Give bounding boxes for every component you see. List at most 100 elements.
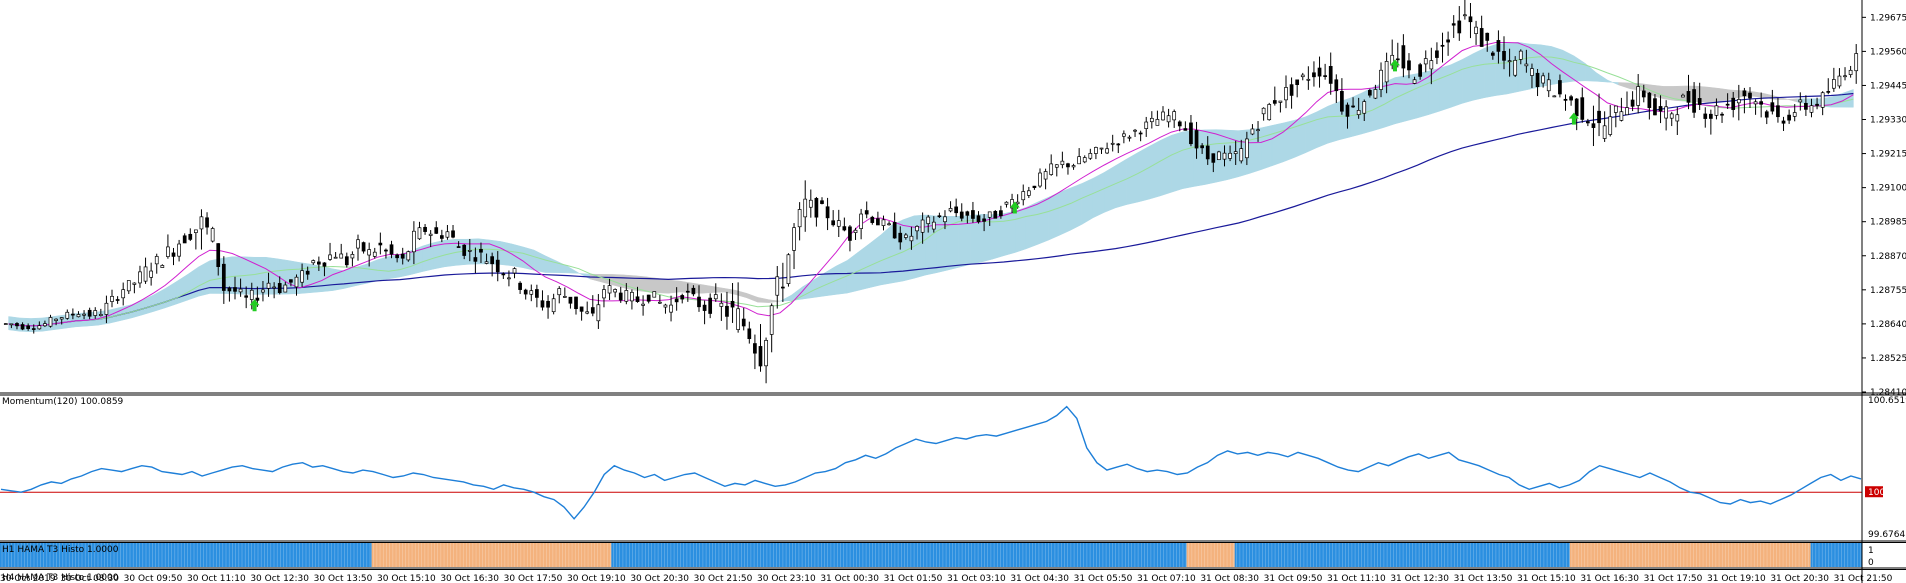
histo-segment bbox=[1186, 543, 1235, 567]
candle-body bbox=[915, 226, 919, 232]
candle-body bbox=[400, 253, 405, 259]
candle-body bbox=[1446, 39, 1450, 43]
candle-body bbox=[1395, 58, 1400, 61]
cloud-segment bbox=[1439, 64, 1452, 112]
candle-body bbox=[1681, 94, 1685, 98]
candle-body bbox=[512, 268, 517, 274]
candle-body bbox=[1619, 111, 1624, 121]
candle-body bbox=[1468, 16, 1473, 23]
time-tick-label: 30 Oct 2019 bbox=[0, 574, 56, 583]
candle-body bbox=[110, 295, 114, 302]
candle-body bbox=[1144, 121, 1149, 129]
cloud-segment bbox=[377, 256, 389, 282]
candle-body bbox=[350, 254, 355, 259]
cloud-segment bbox=[1171, 131, 1183, 193]
cloud-segment bbox=[1048, 191, 1060, 241]
candle-body bbox=[344, 256, 349, 266]
candle-body bbox=[300, 270, 304, 283]
candle-body bbox=[540, 300, 545, 308]
candle-body bbox=[76, 314, 81, 318]
candle-body bbox=[456, 246, 461, 248]
cloud-segment bbox=[1249, 127, 1262, 174]
candle-body bbox=[1049, 163, 1054, 175]
candle-body bbox=[227, 287, 232, 292]
histo-h1-pane[interactable]: H1 HAMA T3 Histo 1.0000 1 0 bbox=[0, 543, 1874, 568]
candle-body bbox=[428, 233, 433, 236]
candle-body bbox=[635, 296, 640, 303]
candle-body bbox=[372, 251, 377, 257]
candle-body bbox=[1245, 138, 1249, 159]
cloud-segment bbox=[388, 254, 401, 280]
momentum-line bbox=[0, 405, 1862, 520]
histo-h1-tick-0: 0 bbox=[1868, 558, 1874, 568]
cloud-segment bbox=[366, 259, 378, 284]
candle-body bbox=[289, 279, 293, 283]
time-tick-label: 30 Oct 15:10 bbox=[377, 574, 436, 583]
time-axis: 30 Oct 2019 30 Oct 08:30 30 Oct 09:50 30 Oc… bbox=[0, 574, 1893, 583]
momentum-label: Momentum(120) 100.0859 bbox=[2, 397, 124, 407]
time-tick-label: 31 Oct 04:30 bbox=[1010, 574, 1069, 583]
candle-body bbox=[1630, 99, 1635, 107]
cloud-segment bbox=[310, 263, 322, 293]
candle-body bbox=[859, 213, 863, 229]
candle-body bbox=[384, 249, 388, 252]
price-tick-label: 1.29330 bbox=[1870, 116, 1906, 126]
candle-body bbox=[1172, 111, 1177, 121]
candle-body bbox=[1451, 23, 1456, 26]
candle-body bbox=[1658, 106, 1663, 112]
histo-h1-tick-1: 1 bbox=[1868, 546, 1874, 556]
candle-body bbox=[272, 286, 276, 289]
candle-body bbox=[1602, 125, 1607, 139]
candle-body bbox=[1669, 113, 1674, 119]
histo-segment bbox=[1569, 543, 1811, 567]
candle-body bbox=[1054, 164, 1059, 168]
candle-body bbox=[1490, 52, 1495, 56]
candle-body bbox=[803, 198, 808, 218]
candle-body bbox=[658, 301, 662, 304]
candle-body bbox=[786, 254, 791, 285]
candle-body bbox=[182, 235, 187, 244]
time-tick-label: 30 Oct 17:50 bbox=[504, 574, 563, 583]
candle-body bbox=[641, 303, 645, 306]
momentum-tick-level: 100 bbox=[1868, 488, 1885, 498]
candle-body bbox=[1502, 50, 1506, 61]
candle-body bbox=[546, 300, 550, 308]
candle-body bbox=[1686, 91, 1691, 103]
candle-body bbox=[1412, 79, 1417, 84]
candle-body bbox=[1105, 148, 1109, 154]
time-tick-label: 31 Oct 08:30 bbox=[1200, 574, 1259, 583]
time-tick-label: 31 Oct 16:30 bbox=[1580, 574, 1639, 583]
candle-body bbox=[37, 325, 42, 330]
candle-body bbox=[132, 282, 137, 285]
cloud-segment bbox=[1707, 86, 1720, 103]
candle-body bbox=[1563, 98, 1568, 101]
candle-body bbox=[1379, 69, 1383, 90]
candle-body bbox=[1166, 115, 1171, 123]
candle-body bbox=[876, 218, 880, 226]
candle-body bbox=[1423, 58, 1428, 65]
candle-body bbox=[887, 223, 891, 226]
candle-body bbox=[1748, 92, 1752, 99]
histo-h1-bars bbox=[0, 543, 1862, 567]
price-tick-label: 1.29560 bbox=[1870, 47, 1906, 57]
candle-body bbox=[1597, 110, 1601, 124]
candle-body bbox=[1792, 112, 1797, 117]
candle-body bbox=[311, 260, 316, 264]
candle-body bbox=[1826, 91, 1831, 93]
candle-body bbox=[1194, 130, 1199, 149]
candle-body bbox=[725, 305, 729, 317]
price-pane[interactable]: 1.29675 1.29560 1.29445 1.29330 1.29215 1.291… bbox=[3, 0, 1906, 398]
candle-body bbox=[1183, 128, 1188, 131]
cloud-segment bbox=[1551, 46, 1563, 85]
candle-body bbox=[630, 291, 634, 302]
candle-body bbox=[1284, 87, 1288, 101]
candle-body bbox=[1759, 101, 1764, 105]
time-tick-label: 30 Oct 21:50 bbox=[694, 574, 753, 583]
candle-body bbox=[1429, 60, 1434, 70]
momentum-pane[interactable]: Momentum(120) 100.0859 100.6519 100 99.6… bbox=[0, 396, 1906, 540]
candle-body bbox=[1513, 59, 1518, 76]
time-tick-label: 31 Oct 03:10 bbox=[947, 574, 1006, 583]
candle-body bbox=[523, 289, 528, 295]
candle-body bbox=[9, 323, 14, 326]
candle-body bbox=[1038, 172, 1042, 187]
